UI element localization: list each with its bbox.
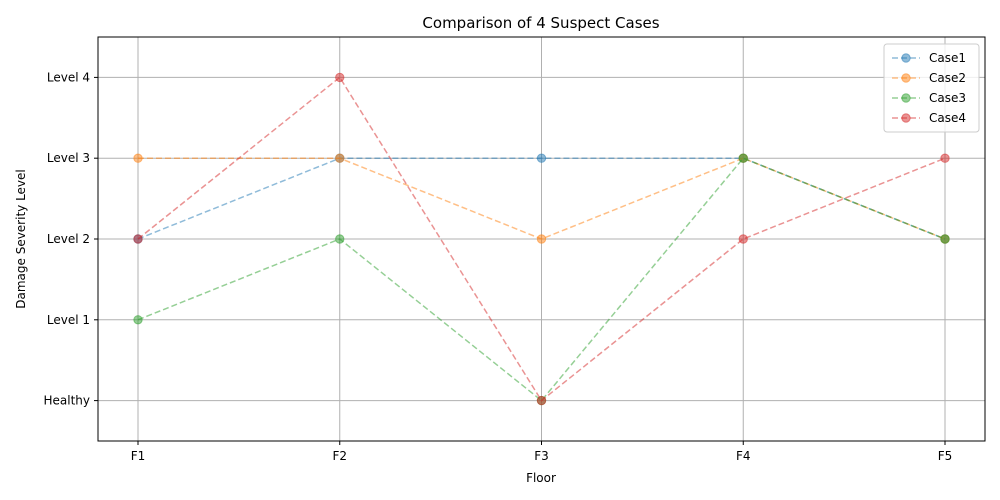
chart-title: Comparison of 4 Suspect Cases bbox=[422, 14, 659, 32]
series-layer bbox=[133, 72, 950, 406]
legend-label: Case3 bbox=[929, 91, 966, 105]
legend-label: Case2 bbox=[929, 71, 966, 85]
data-point bbox=[133, 315, 143, 325]
legend-box bbox=[883, 43, 980, 133]
series-case4 bbox=[133, 72, 950, 406]
data-point bbox=[335, 234, 345, 244]
y-tick-label: Level 2 bbox=[47, 232, 90, 246]
legend-swatch-marker bbox=[901, 93, 911, 103]
x-tick-label: F2 bbox=[332, 449, 347, 463]
legend-swatch-marker bbox=[901, 73, 911, 83]
y-tick-label: Level 1 bbox=[47, 313, 90, 327]
x-tick-label: F5 bbox=[938, 449, 953, 463]
legend-item: Case1 bbox=[892, 51, 966, 65]
legend-label: Case1 bbox=[929, 51, 966, 65]
legend-label: Case4 bbox=[929, 111, 966, 125]
legend-swatch-marker bbox=[901, 53, 911, 63]
y-tick-label: Level 4 bbox=[47, 70, 90, 84]
legend-item: Case2 bbox=[892, 71, 966, 85]
x-tick-label: F3 bbox=[534, 449, 549, 463]
data-point bbox=[738, 234, 748, 244]
y-axis-ticks: Healthy Level 1 Level 2 Level 3 Level 4 bbox=[43, 70, 98, 408]
legend-item: Case3 bbox=[892, 91, 966, 105]
series-line bbox=[137, 157, 946, 402]
y-tick-label: Healthy bbox=[43, 394, 90, 408]
data-point bbox=[738, 153, 748, 163]
data-point bbox=[335, 72, 345, 83]
legend-item: Case4 bbox=[892, 111, 966, 125]
data-point bbox=[940, 153, 950, 163]
data-point bbox=[536, 153, 547, 163]
x-tick-label: F1 bbox=[131, 449, 146, 463]
data-point bbox=[536, 395, 547, 406]
data-point bbox=[940, 234, 950, 244]
data-point bbox=[536, 234, 547, 244]
legend: Case1 Case2 Case3 Case4 bbox=[883, 43, 980, 133]
data-point bbox=[133, 234, 143, 244]
y-tick-label: Level 3 bbox=[47, 151, 90, 165]
data-point bbox=[335, 153, 345, 163]
x-axis-label: Floor bbox=[526, 471, 556, 485]
y-axis-label: Damage Severity Level bbox=[14, 169, 28, 309]
x-tick-label: F4 bbox=[736, 449, 751, 463]
data-point bbox=[133, 153, 143, 163]
x-axis-ticks: F1 F2 F3 F4 F5 bbox=[131, 441, 953, 463]
legend-swatch-marker bbox=[901, 113, 911, 123]
